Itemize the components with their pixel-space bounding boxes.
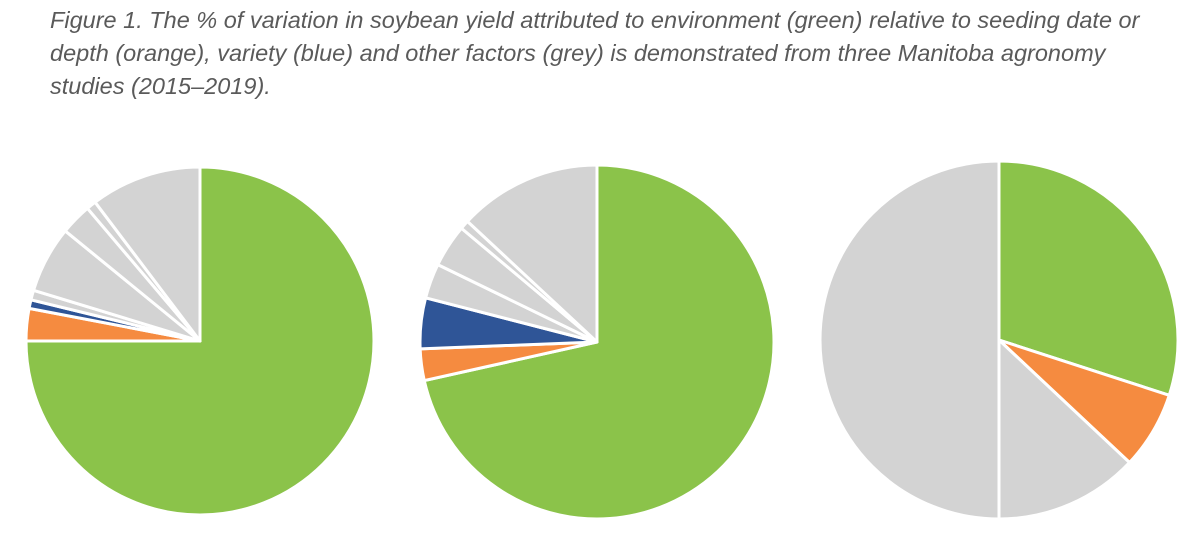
pie3-slice-4-other [818, 159, 1001, 521]
pie2-slice-7-other [465, 163, 599, 344]
pie-chart-2 [418, 163, 776, 521]
pie-chart-1 [24, 165, 376, 517]
pie2-slice-1-environment [422, 163, 776, 521]
figure-caption: Figure 1. The % of variation in soybean … [50, 7, 1140, 99]
pie3-slice-3-other [997, 338, 1131, 521]
pie1-slice-8-other [93, 165, 202, 343]
pie-chart-3 [818, 159, 1180, 521]
pie3-slice-1-environment [997, 159, 1180, 397]
